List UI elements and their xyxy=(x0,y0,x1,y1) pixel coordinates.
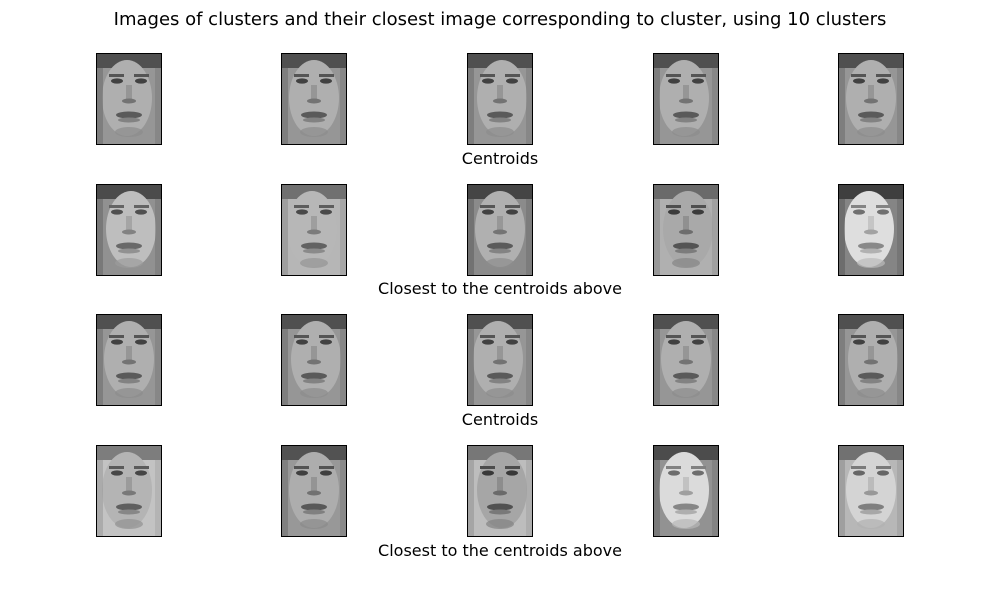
face-image-centroid xyxy=(838,53,904,145)
figure-title: Images of clusters and their closest ima… xyxy=(0,9,1000,31)
face-image-closest xyxy=(653,184,719,276)
face-image-centroid xyxy=(96,53,162,145)
row-caption: Centroids xyxy=(0,410,1000,430)
face-image-closest xyxy=(96,184,162,276)
face-image-centroid xyxy=(281,314,347,406)
face-image-centroid xyxy=(838,314,904,406)
row-caption: Closest to the centroids above xyxy=(0,279,1000,299)
face-image-closest xyxy=(467,445,533,537)
row-caption: Closest to the centroids above xyxy=(0,541,1000,561)
row-caption: Centroids xyxy=(0,149,1000,169)
face-image-centroid xyxy=(467,53,533,145)
face-image-closest xyxy=(838,184,904,276)
face-image-closest xyxy=(281,445,347,537)
face-image-closest xyxy=(96,445,162,537)
face-image-centroid xyxy=(281,53,347,145)
face-image-centroid xyxy=(653,53,719,145)
face-image-closest xyxy=(467,184,533,276)
face-image-closest xyxy=(838,445,904,537)
face-image-closest xyxy=(653,445,719,537)
face-image-closest xyxy=(281,184,347,276)
face-image-centroid xyxy=(653,314,719,406)
face-image-centroid xyxy=(467,314,533,406)
face-image-centroid xyxy=(96,314,162,406)
